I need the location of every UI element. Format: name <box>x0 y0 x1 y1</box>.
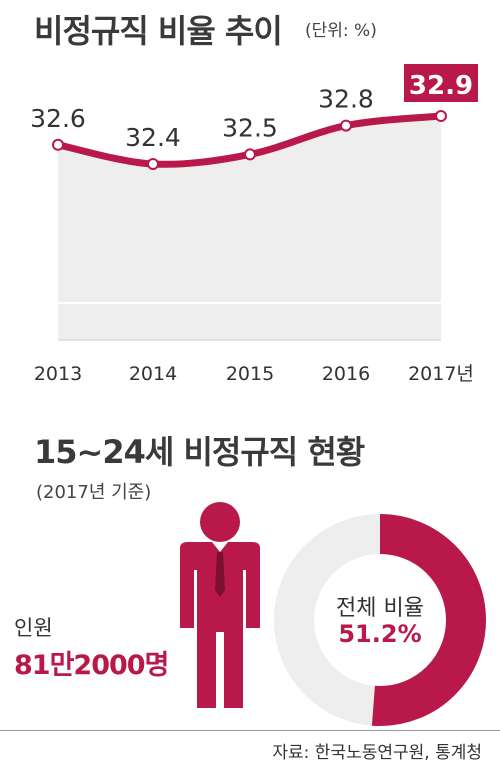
ratio-donut-chart <box>274 514 486 726</box>
donut-slice <box>274 514 486 726</box>
data-point <box>244 148 256 161</box>
x-tick-label: 2016 <box>322 363 370 385</box>
data-label: 32.4 <box>125 123 181 152</box>
divider <box>0 730 500 731</box>
section-subtitle: (2017년 기준) <box>36 482 152 503</box>
x-tick-label: 2015 <box>226 363 274 385</box>
unit-label: (단위: %) <box>305 21 377 41</box>
ratio-value: 51.2% <box>338 620 422 648</box>
x-tick-label: 2014 <box>129 363 177 385</box>
ratio-label: 전체 비율 <box>336 596 424 621</box>
chart-title: 비정규직 비율 추이 <box>34 12 283 50</box>
data-label: 32.9 <box>409 71 473 101</box>
source-note: 자료: 한국노동연구원, 통계청 <box>272 743 482 763</box>
area-fill <box>58 116 441 340</box>
data-label: 32.5 <box>222 113 278 142</box>
people-count-value: 81만2000명 <box>14 650 169 681</box>
data-label: 32.8 <box>318 85 374 114</box>
highlight-label-box <box>404 64 478 102</box>
people-count-label: 인원 <box>14 616 53 640</box>
line-area-chart: 32.6 2013 32.4 2014 32.5 2015 32.8 2016 32.9 2017… <box>30 64 478 385</box>
person-icon <box>180 502 260 708</box>
data-point <box>147 158 159 170</box>
data-point <box>435 110 447 122</box>
section-title: 15~24세 비정규직 현황 <box>34 433 365 471</box>
data-point <box>340 119 352 132</box>
data-label: 32.6 <box>30 104 86 133</box>
x-tick-label: 2017년 <box>408 363 474 385</box>
x-tick-label: 2013 <box>34 363 82 385</box>
data-point <box>52 138 64 151</box>
